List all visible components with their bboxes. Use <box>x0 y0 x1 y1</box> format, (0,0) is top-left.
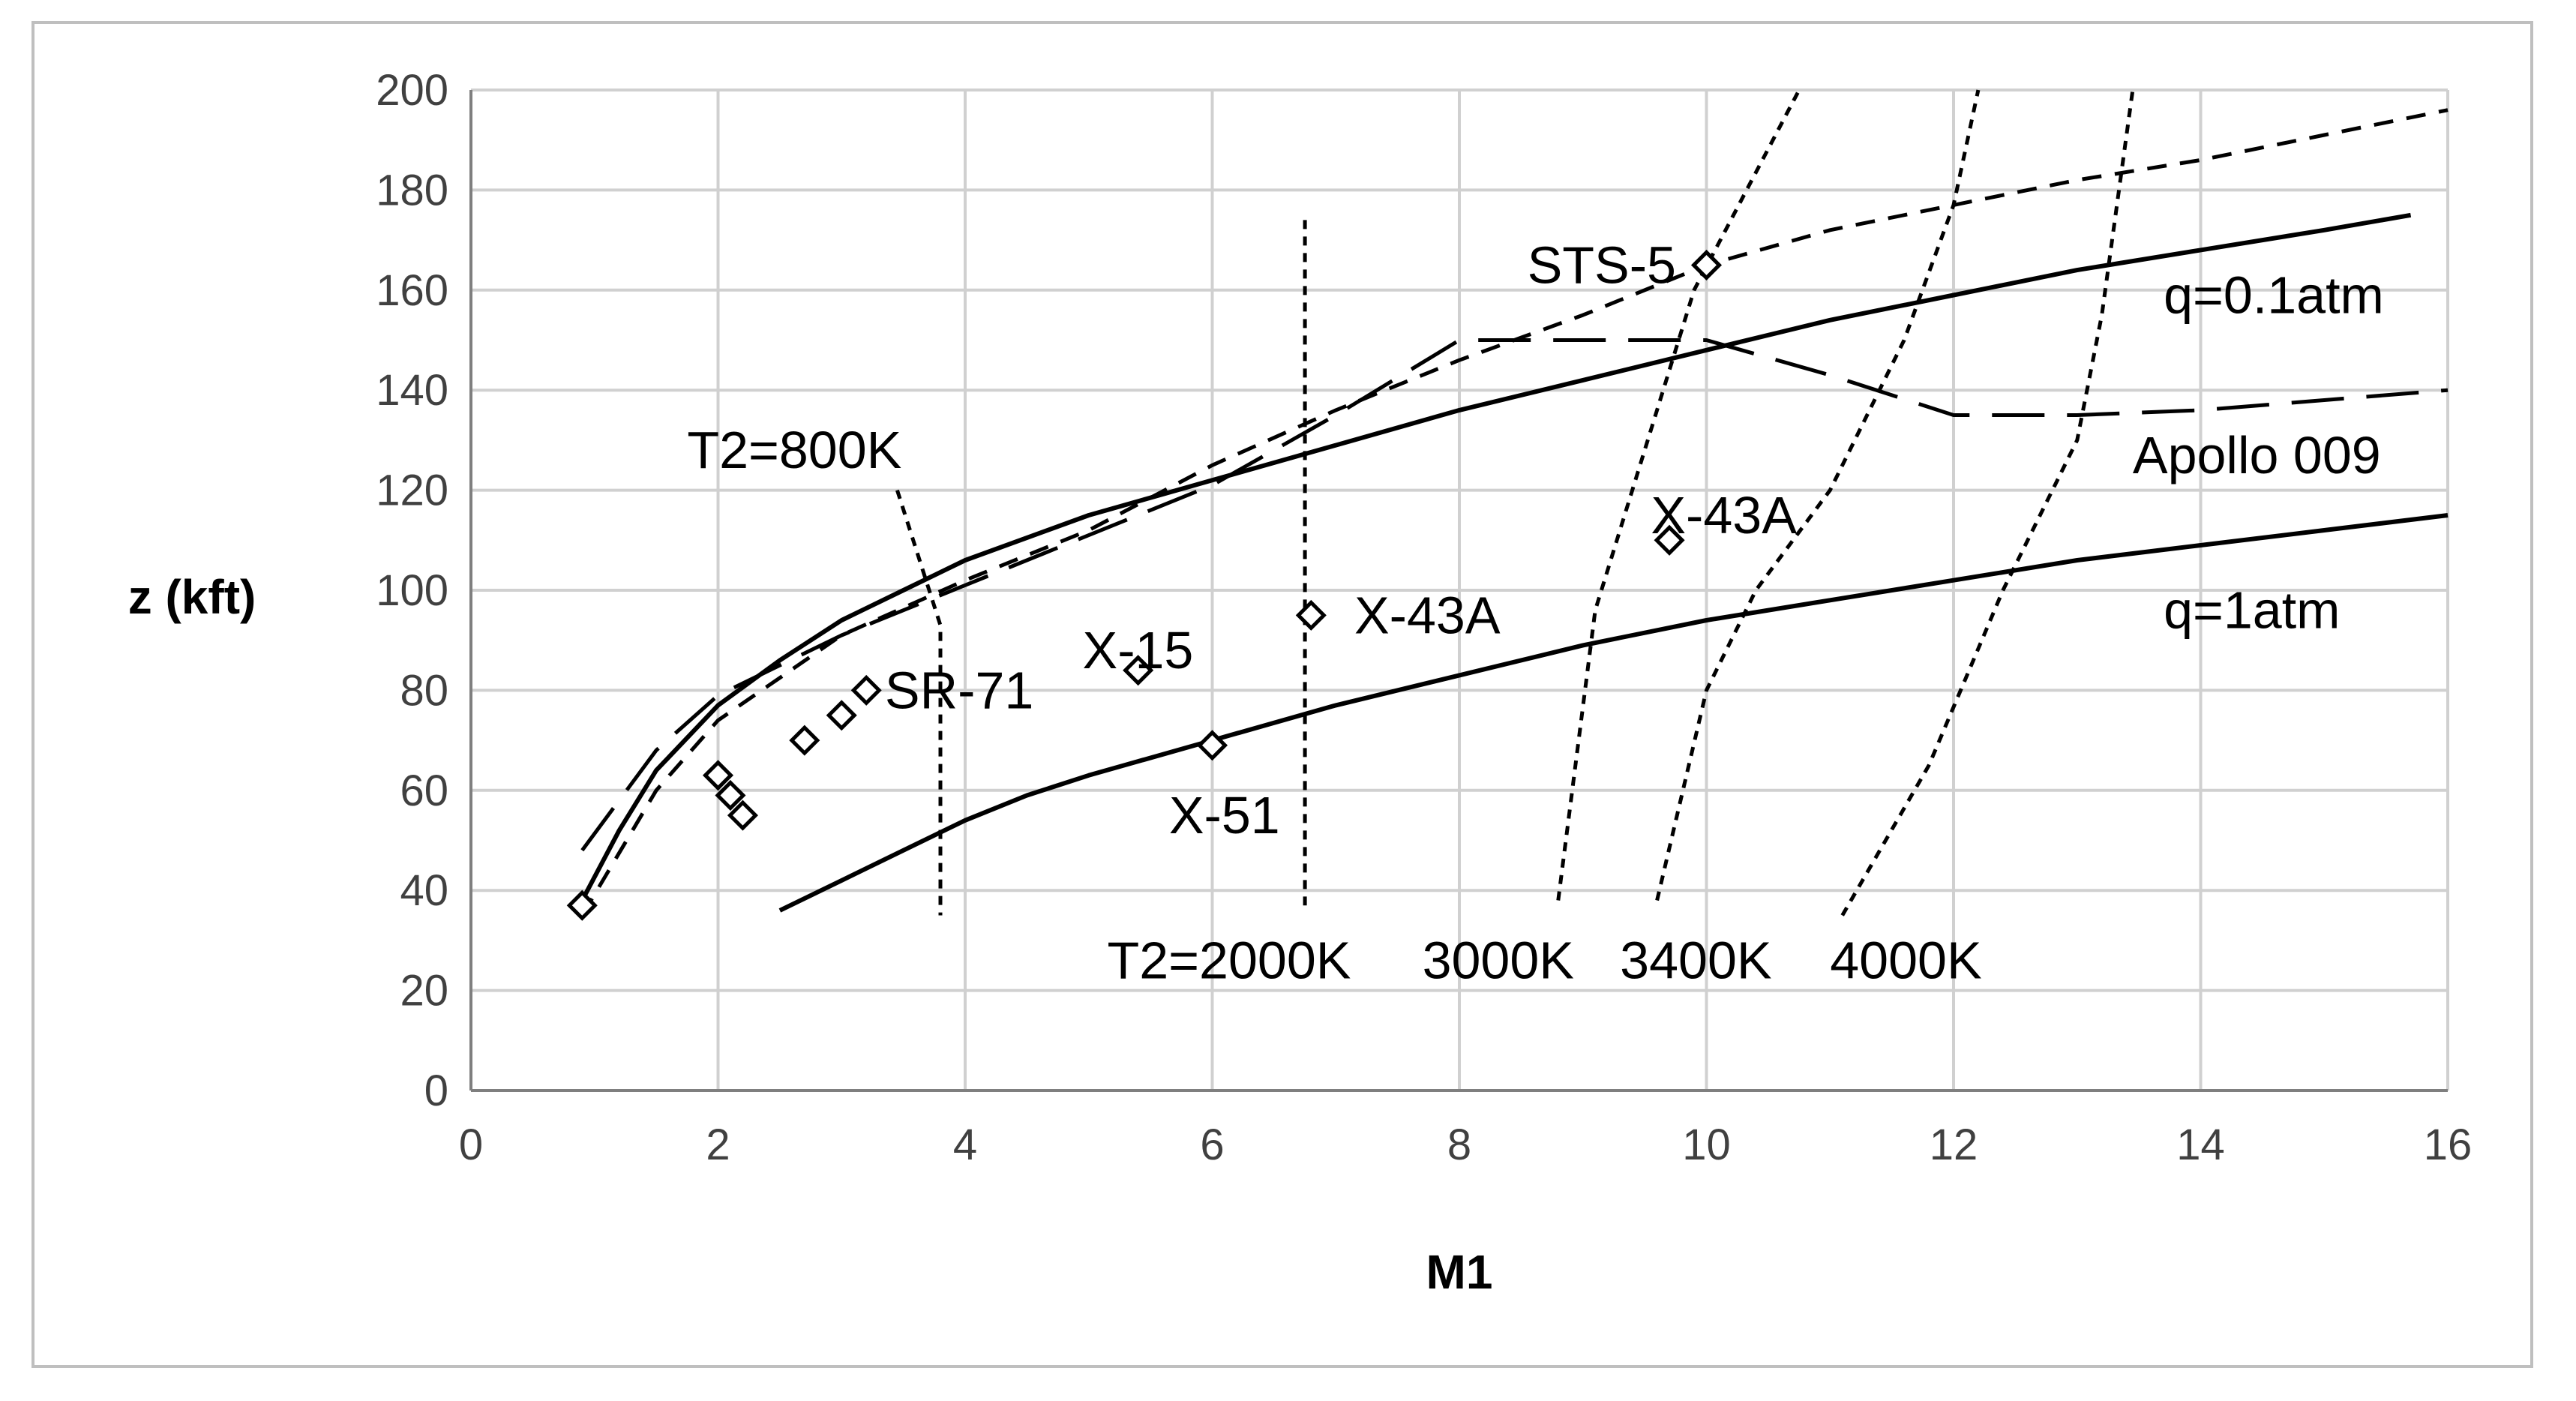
annotation-label: T2=800K <box>687 421 901 479</box>
y-tick-label: 120 <box>376 466 448 515</box>
y-tick-label: 180 <box>376 166 448 214</box>
y-axis-title: z (kft) <box>128 570 256 624</box>
y-tick-label: 200 <box>376 66 448 115</box>
x-tick-label: 14 <box>2176 1120 2225 1169</box>
annotation-label: X-51 <box>1169 786 1280 844</box>
grid-layer <box>469 88 2449 1092</box>
x-tick-label: 6 <box>1200 1120 1224 1169</box>
x-tick-label: 0 <box>459 1120 483 1169</box>
series-line-4 <box>895 489 943 916</box>
annotation-label: Apollo 009 <box>2133 426 2381 484</box>
x-tick-label: 8 <box>1447 1120 1471 1169</box>
series-line-8 <box>1840 89 2135 916</box>
vehicle-marker <box>1654 524 1685 556</box>
x-tick-label: 12 <box>1930 1120 1978 1169</box>
annotation-label: q=0.1atm <box>2164 266 2384 324</box>
y-tick-label: 0 <box>424 1066 448 1115</box>
series-line-0 <box>580 212 2412 902</box>
annotation-label: X-43A <box>1354 586 1501 644</box>
x-axis-title: M1 <box>1426 1245 1493 1299</box>
x-tick-label: 2 <box>706 1120 730 1169</box>
annotation-label: X-43A <box>1651 486 1797 544</box>
annotation-label: STS-5 <box>1528 236 1676 294</box>
x-tick-label: 16 <box>2424 1120 2473 1169</box>
vehicle-marker <box>1690 249 1723 280</box>
annotation-label: 3400K <box>1620 932 1771 990</box>
y-tick-label: 100 <box>376 566 448 615</box>
chart-frame <box>31 21 2533 1368</box>
annotation-label: X-15 <box>1083 621 1194 680</box>
y-tick-label: 40 <box>400 866 448 915</box>
series-line-2 <box>580 338 2449 852</box>
y-tick-label: 160 <box>376 266 448 315</box>
annotation-label: 3000K <box>1423 932 1574 990</box>
y-tick-label: 60 <box>400 766 448 815</box>
x-tick-label: 10 <box>1682 1120 1731 1169</box>
vehicle-marker <box>850 674 882 706</box>
series-line-1 <box>778 513 2449 913</box>
vehicle-marker <box>702 760 734 791</box>
marker-layer <box>566 249 1723 921</box>
annotation-label: SR-71 <box>885 661 1033 719</box>
y-tick-label: 140 <box>376 366 448 415</box>
vehicle-marker <box>1295 599 1327 631</box>
annotation-label: 4000K <box>1830 932 1981 990</box>
vehicle-marker <box>715 779 746 812</box>
vehicle-marker <box>727 800 758 831</box>
y-tick-label: 20 <box>400 967 448 1016</box>
vehicle-marker <box>1196 730 1228 761</box>
annotation-label: T2=2000K <box>1107 932 1351 990</box>
y-tick-label: 80 <box>400 666 448 715</box>
series-line-7 <box>1655 89 1981 902</box>
vehicle-marker <box>566 890 598 921</box>
label-layer: 0 20 40 60 80 100 120 140 160 180 200 0 2 4 6 8 10 12 14 16… <box>376 66 2472 1169</box>
series-layer <box>580 88 2449 916</box>
annotation-label: q=1atm <box>2164 581 2340 640</box>
series-line-3 <box>580 108 2449 916</box>
vehicle-marker <box>826 700 857 731</box>
x-tick-label: 4 <box>953 1120 977 1169</box>
vehicle-marker <box>1123 655 1154 686</box>
vehicle-marker <box>789 724 820 756</box>
